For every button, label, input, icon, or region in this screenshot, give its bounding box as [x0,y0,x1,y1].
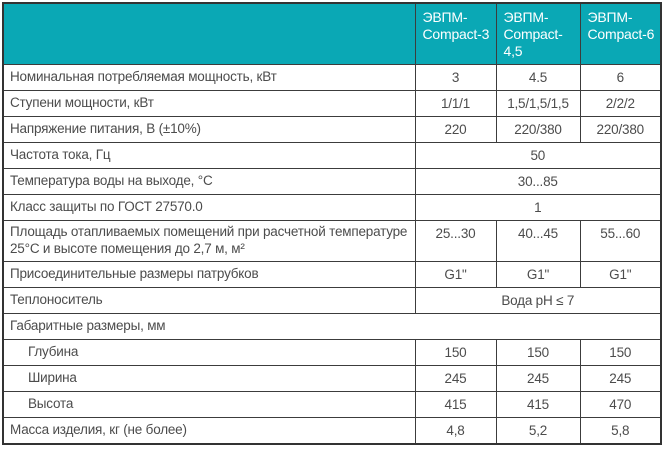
value-cell: 4.5 [495,64,581,92]
value-cell: 5,2 [495,417,581,445]
row-label: Температура воды на выходе, °С [2,168,416,196]
value-cell: 55...60 [579,220,662,263]
page: ЭВПМ-Compact-3 ЭВПМ-Compact-4,5 ЭВПМ-Com… [2,2,662,445]
value-cell: 5,8 [579,417,662,445]
row-supply-voltage: Напряжение питания, В (±10%) 220 220/380… [2,116,662,144]
row-label: Площадь отапливаемых помещений при расче… [2,220,416,263]
header-corner-cell [2,2,416,66]
value-cell: 150 [414,339,497,367]
value-cell: 245 [579,365,662,393]
value-cell: 6 [579,64,662,92]
spec-table: ЭВПМ-Compact-3 ЭВПМ-Compact-4,5 ЭВПМ-Com… [2,2,662,445]
value-cell: 220/380 [495,116,581,144]
row-width: Ширина 245 245 245 [2,365,662,393]
row-label: Номинальная потребляемая мощность, кВт [2,64,416,92]
row-label: Теплоноситель [2,287,416,315]
row-heated-area: Площадь отапливаемых помещений при расче… [2,220,662,263]
value-cell-merged: 30...85 [414,168,662,196]
value-cell: 40...45 [495,220,581,263]
value-cell-merged: 1 [414,194,662,222]
value-cell: G1" [495,261,581,289]
row-label: Ширина [2,365,416,393]
row-product-weight: Масса изделия, кг (не более) 4,8 5,2 5,8 [2,417,662,445]
value-cell: 150 [579,339,662,367]
value-cell: 415 [414,391,497,419]
row-nominal-power: Номинальная потребляемая мощность, кВт 3… [2,64,662,92]
value-cell: 3 [414,64,497,92]
row-coolant: Теплоноситель Вода pH ≤ 7 [2,287,662,315]
row-label: Габаритные размеры, мм [2,313,662,341]
column-header-model-4-5: ЭВПМ-Compact-4,5 [495,2,581,66]
row-current-frequency: Частота тока, Гц 50 [2,142,662,170]
row-pipe-connection-size: Присоединительные размеры патрубков G1" … [2,261,662,289]
value-cell-merged: Вода pH ≤ 7 [414,287,662,315]
value-cell: 4,8 [414,417,497,445]
value-cell: 245 [414,365,497,393]
value-cell: 220 [414,116,497,144]
row-label: Присоединительные размеры патрубков [2,261,416,289]
row-label: Напряжение питания, В (±10%) [2,116,416,144]
value-cell: G1" [414,261,497,289]
row-label: Ступени мощности, кВт [2,90,416,118]
value-cell: 220/380 [579,116,662,144]
row-power-steps: Ступени мощности, кВт 1/1/1 1,5/1,5/1,5 … [2,90,662,118]
table-header-row: ЭВПМ-Compact-3 ЭВПМ-Compact-4,5 ЭВПМ-Com… [2,2,662,66]
row-label: Глубина [2,339,416,367]
value-cell: 150 [495,339,581,367]
value-cell: 1/1/1 [414,90,497,118]
value-cell-merged: 50 [414,142,662,170]
column-header-model-6: ЭВПМ-Compact-6 [579,2,662,66]
row-label: Класс защиты по ГОСТ 27570.0 [2,194,416,222]
value-cell: 2/2/2 [579,90,662,118]
row-protection-class: Класс защиты по ГОСТ 27570.0 1 [2,194,662,222]
row-depth: Глубина 150 150 150 [2,339,662,367]
value-cell: 245 [495,365,581,393]
row-dimensions-header: Габаритные размеры, мм [2,313,662,341]
row-height: Высота 415 415 470 [2,391,662,419]
value-cell: 470 [579,391,662,419]
value-cell: 415 [495,391,581,419]
column-header-model-3: ЭВПМ-Compact-3 [414,2,497,66]
row-label: Частота тока, Гц [2,142,416,170]
value-cell: 25...30 [414,220,497,263]
value-cell: G1" [579,261,662,289]
row-label: Масса изделия, кг (не более) [2,417,416,445]
value-cell: 1,5/1,5/1,5 [495,90,581,118]
row-outlet-water-temperature: Температура воды на выходе, °С 30...85 [2,168,662,196]
row-label: Высота [2,391,416,419]
